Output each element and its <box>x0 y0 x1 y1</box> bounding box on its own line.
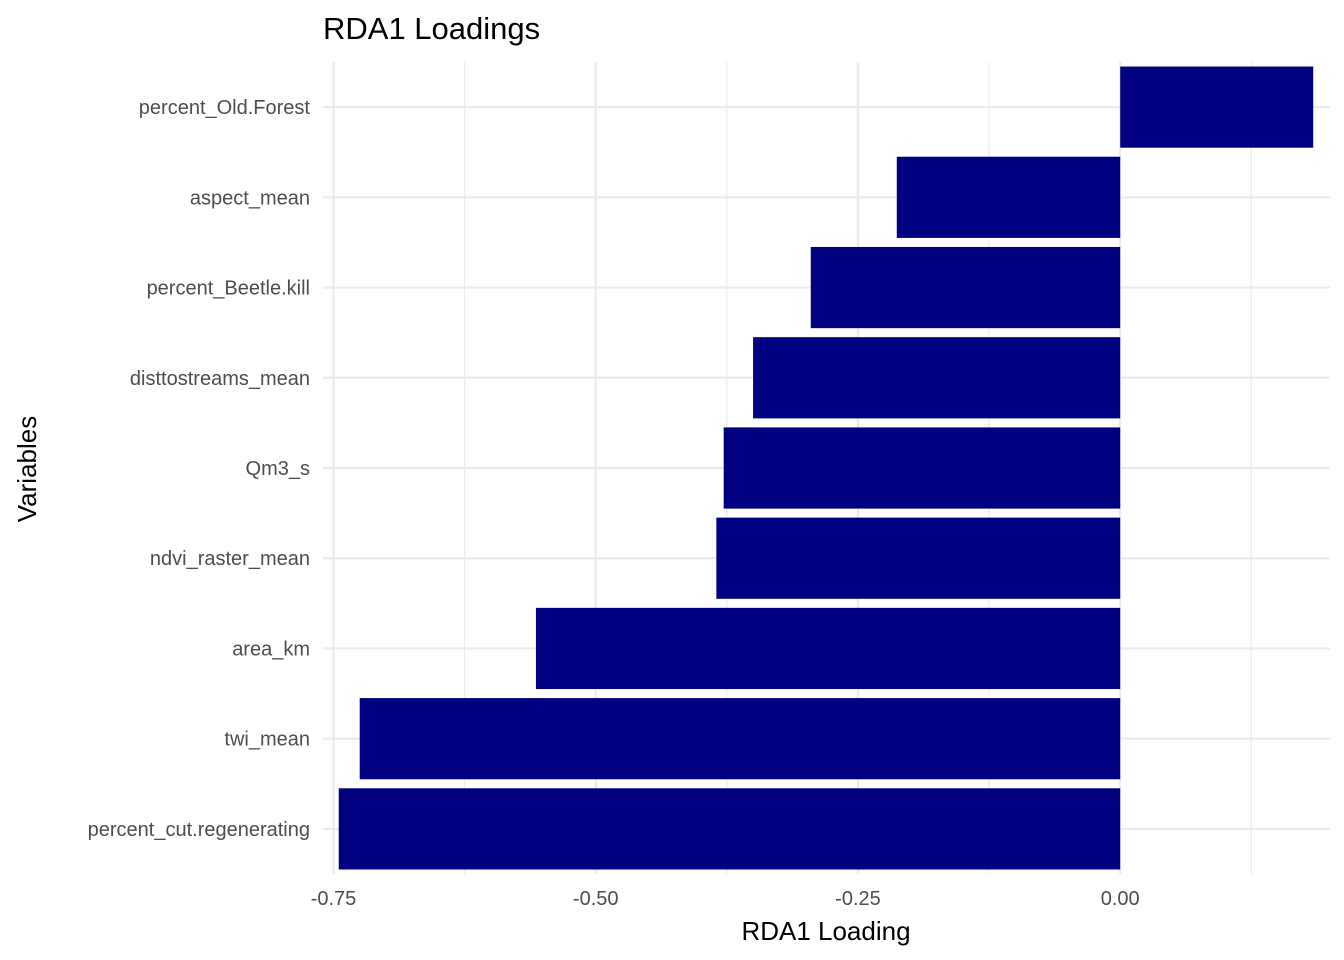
x-tick-label: -0.50 <box>573 888 619 910</box>
y-tick-label: ndvi_raster_mean <box>150 548 310 570</box>
y-tick-label: percent_Beetle.kill <box>147 278 310 300</box>
bar <box>359 698 1121 780</box>
bar <box>810 246 1121 329</box>
y-tick-label: Qm3_s <box>246 458 310 480</box>
y-tick-label: percent_cut.regenerating <box>88 819 310 841</box>
y-tick-labels: percent_cut.regenerating twi_mean area_km n… <box>88 97 311 841</box>
bar <box>535 607 1121 690</box>
x-tick-label: -0.25 <box>835 888 881 910</box>
x-tick-labels: -0.75 -0.50 -0.25 0.00 <box>311 888 1140 910</box>
bar <box>1120 66 1314 148</box>
x-axis-title: RDA1 Loading <box>741 916 910 946</box>
y-tick-label: twi_mean <box>224 729 310 751</box>
y-tick-label: aspect_mean <box>190 187 310 209</box>
y-tick-label: disttostreams_mean <box>130 368 310 390</box>
y-axis-title: Variables <box>12 416 42 522</box>
bar <box>753 337 1121 419</box>
bar <box>716 517 1121 599</box>
y-tick-label: percent_Old.Forest <box>139 97 311 119</box>
bars <box>338 66 1314 870</box>
x-tick-label: -0.75 <box>311 888 357 910</box>
bar <box>896 156 1121 238</box>
chart-title: RDA1 Loadings <box>323 11 540 46</box>
y-tick-label: area_km <box>232 638 310 660</box>
bar <box>723 427 1121 509</box>
x-tick-label: 0.00 <box>1101 888 1140 910</box>
bar <box>338 788 1121 870</box>
